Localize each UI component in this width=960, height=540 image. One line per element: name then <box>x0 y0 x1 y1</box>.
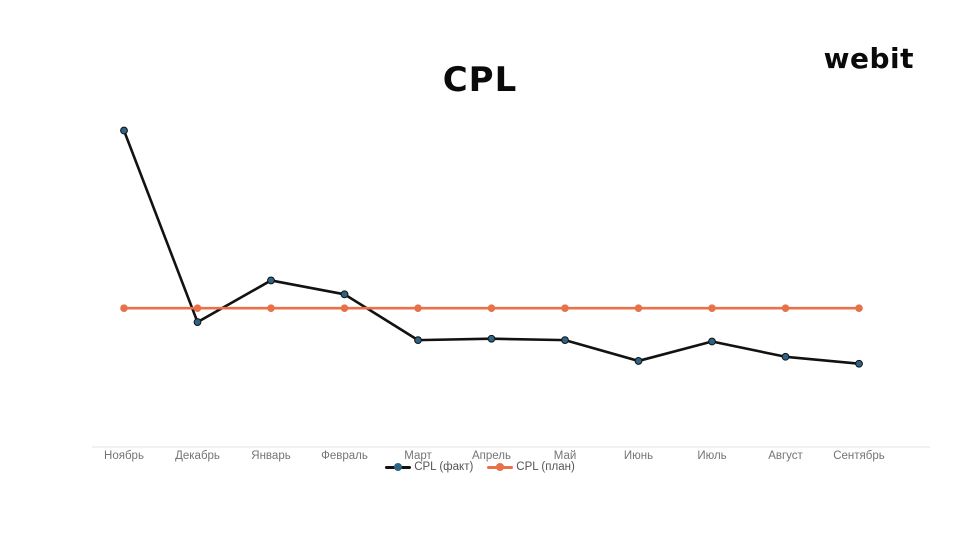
fact-series-point <box>120 126 128 135</box>
plan-series-point <box>855 304 863 313</box>
x-axis-label: Сентябрь <box>833 450 885 462</box>
fact-series-point <box>487 334 496 343</box>
fact-series-point <box>634 357 643 365</box>
plan-series-point <box>120 304 128 313</box>
fact-series-point <box>414 336 422 345</box>
plan-series-point <box>340 304 349 313</box>
plan-series-point <box>414 304 422 313</box>
plan-series-point <box>561 304 569 313</box>
plan-series-point <box>193 304 202 313</box>
fact-series-point <box>781 352 790 361</box>
fact-series-point <box>267 276 275 285</box>
chart-legend: CPL (факт) CPL (план) <box>0 461 960 473</box>
fact-series-point <box>708 337 716 346</box>
x-axis-label: Август <box>768 450 803 462</box>
plan-series-point <box>708 304 716 313</box>
plan-series-point <box>634 304 643 313</box>
plan-line-swatch <box>487 463 514 471</box>
fact-series-point <box>340 290 349 299</box>
chart-title: CPL <box>442 60 518 100</box>
plan-series-point <box>267 304 275 313</box>
x-axis-label: Июль <box>697 450 726 462</box>
x-axis-label: Январь <box>251 450 290 462</box>
plan-series-point <box>487 304 496 313</box>
fact-series-point <box>855 359 863 368</box>
fact-marker-icon <box>394 463 403 471</box>
x-axis-label: Май <box>554 450 577 462</box>
legend-label-plan: CPL (план) <box>516 461 575 473</box>
x-axis-label: Декабрь <box>175 450 220 462</box>
x-axis-label: Ноябрь <box>104 450 144 462</box>
plan-series-point <box>781 304 790 313</box>
legend-label-fact: CPL (факт) <box>414 461 474 473</box>
fact-series-point <box>561 336 569 345</box>
fact-series-line <box>122 130 860 366</box>
x-axis-label: Февраль <box>321 450 368 462</box>
legend-item-fact: CPL (факт) <box>385 461 473 473</box>
x-axis-label: Март <box>404 450 432 462</box>
plan-marker-icon <box>496 463 505 471</box>
fact-series-point <box>193 318 202 326</box>
legend-item-plan: CPL (план) <box>487 461 575 473</box>
x-axis-label: Апрель <box>472 450 511 462</box>
webit-logo: webit <box>823 42 914 75</box>
x-axis-label: Июнь <box>624 450 653 462</box>
fact-line-swatch <box>385 463 412 471</box>
